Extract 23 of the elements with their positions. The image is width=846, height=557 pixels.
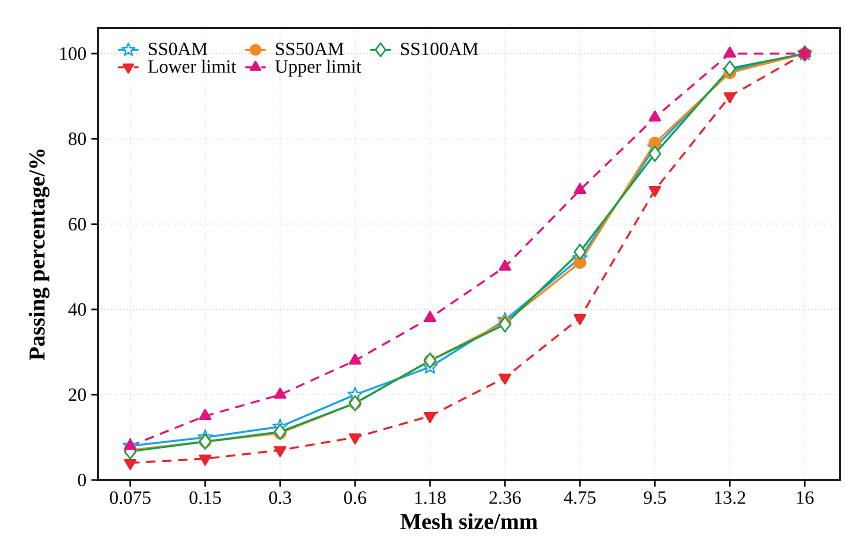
x-tick-label: 1.18	[415, 491, 446, 504]
y-tick-label: 40	[68, 303, 86, 316]
legend-label: SS50AM	[276, 42, 344, 56]
x-tick-label: 13.2	[715, 491, 746, 504]
legend-label: Lower limit	[148, 60, 236, 73]
x-tick-label: 2.36	[489, 491, 521, 504]
x-axis-title: Mesh size/mm	[400, 513, 538, 530]
legend-label: Upper limit	[275, 60, 362, 77]
y-tick-label: 20	[68, 388, 86, 402]
legend-label: SS100AM	[401, 42, 478, 56]
y-axis-title: Passing percentage/%	[28, 150, 50, 360]
y-tick-label: 60	[68, 218, 86, 230]
y-tick-label: 80	[68, 132, 86, 146]
x-tick-label: 0.6	[344, 491, 366, 504]
y-tick-label: 0	[78, 474, 86, 486]
legend-label: SS0AM	[148, 42, 208, 56]
x-tick-label: 0.3	[269, 491, 292, 504]
x-tick-label: 9.5	[644, 491, 666, 504]
x-tick-label: 0.075	[110, 491, 151, 504]
x-tick-label: 4.75	[564, 491, 596, 504]
x-tick-label: 0.15	[190, 491, 221, 504]
y-tick-label: 100	[60, 47, 86, 60]
x-tick-label: 16	[797, 491, 814, 504]
